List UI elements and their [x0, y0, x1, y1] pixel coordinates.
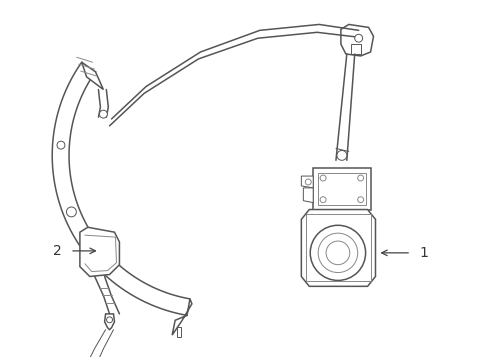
Circle shape: [354, 34, 362, 42]
Circle shape: [305, 179, 310, 185]
Circle shape: [320, 175, 325, 181]
Polygon shape: [104, 314, 114, 330]
Polygon shape: [350, 44, 360, 54]
Circle shape: [336, 150, 346, 160]
Text: 1: 1: [418, 246, 427, 260]
Circle shape: [57, 141, 65, 149]
Polygon shape: [177, 327, 181, 337]
Circle shape: [357, 175, 363, 181]
Polygon shape: [303, 188, 313, 203]
Circle shape: [325, 241, 349, 265]
Circle shape: [106, 317, 112, 323]
Circle shape: [357, 197, 363, 203]
Polygon shape: [318, 173, 365, 204]
Circle shape: [320, 197, 325, 203]
Polygon shape: [313, 168, 370, 210]
Text: 2: 2: [53, 244, 62, 258]
Circle shape: [66, 207, 76, 217]
Polygon shape: [172, 299, 191, 335]
Circle shape: [99, 110, 107, 118]
Circle shape: [309, 225, 365, 280]
Polygon shape: [80, 227, 119, 276]
Polygon shape: [52, 62, 189, 315]
Polygon shape: [301, 176, 313, 188]
Polygon shape: [340, 24, 373, 56]
Circle shape: [318, 233, 357, 273]
Polygon shape: [301, 210, 375, 286]
Polygon shape: [81, 62, 103, 90]
